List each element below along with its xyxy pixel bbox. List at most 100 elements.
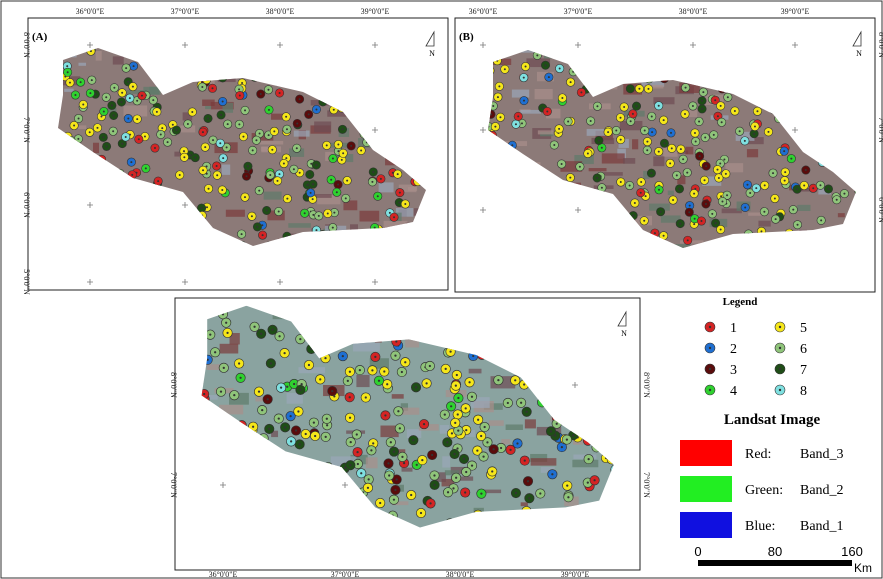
band-channel: Blue: <box>745 519 775 534</box>
image-patch <box>603 172 622 176</box>
sample-point-center <box>561 163 563 165</box>
sample-point-center <box>319 378 321 380</box>
legend-label: 7 <box>800 363 807 378</box>
sample-point-center <box>429 365 431 367</box>
sample-point-center <box>154 147 156 149</box>
sample-point-center <box>226 146 228 148</box>
sample-point-center <box>720 228 722 230</box>
sample-point-center <box>517 115 519 117</box>
legend-symbol-center <box>779 326 781 328</box>
image-patch <box>226 210 245 217</box>
image-patch <box>797 205 810 211</box>
sample-point-center <box>145 167 147 169</box>
sample-point-center <box>74 94 76 96</box>
sample-point-center <box>678 188 680 190</box>
sample-point-center <box>238 123 240 125</box>
sample-point-center <box>304 212 306 214</box>
sample-point-center <box>279 92 281 94</box>
sample-point-center <box>127 81 129 83</box>
sample-point-center <box>179 174 181 176</box>
sample-point-center <box>67 71 69 73</box>
sample-point-center <box>579 166 581 168</box>
sample-point-center <box>342 152 344 154</box>
sample-point-center <box>332 227 334 229</box>
legend-symbol-center <box>709 389 711 391</box>
sample-point-center <box>102 136 104 138</box>
sample-point-center <box>337 184 339 186</box>
sample-point-center <box>567 120 569 122</box>
band-swatch <box>680 440 732 466</box>
image-patch <box>838 213 845 217</box>
sample-point-center <box>744 206 746 208</box>
sample-point-center <box>645 195 647 197</box>
sample-point-center <box>723 158 725 160</box>
sample-point-center <box>290 440 292 442</box>
image-patch <box>96 51 102 61</box>
latitude-label: 6°0'0"N <box>22 192 31 218</box>
sample-point-center <box>636 105 638 107</box>
sample-point-center <box>601 187 603 189</box>
image-patch <box>512 90 529 98</box>
sample-point-center <box>333 212 335 214</box>
sample-point-center <box>553 144 555 146</box>
sample-point-center <box>764 184 766 186</box>
image-patch <box>653 156 664 166</box>
sample-point-center <box>446 441 448 443</box>
sample-point-center <box>183 150 185 152</box>
sample-point-center <box>632 113 634 115</box>
image-patch <box>402 468 413 472</box>
sample-point-center <box>89 131 91 133</box>
sample-point-center <box>350 441 352 443</box>
sample-point-center <box>371 369 373 371</box>
sample-point-center <box>130 161 132 163</box>
sample-point-center <box>699 155 701 157</box>
map-figure: (A)N36°0'0"E37°0'0"E38°0'0"E39°0'0"E8°0'… <box>0 0 883 579</box>
sample-point-center <box>477 419 479 421</box>
sample-point-center <box>725 173 727 175</box>
sample-point-center <box>113 87 115 89</box>
sample-point-center <box>527 480 529 482</box>
sample-point-center <box>692 105 694 107</box>
sample-point-center <box>368 478 370 480</box>
sample-point-center <box>207 117 209 119</box>
sample-point-center <box>133 65 135 67</box>
sample-point-center <box>194 157 196 159</box>
sample-point-center <box>296 147 298 149</box>
sample-point-center <box>212 139 214 141</box>
sample-point-center <box>716 169 718 171</box>
sample-point-center <box>687 239 689 241</box>
band-swatch <box>680 476 732 502</box>
sample-point-center <box>202 169 204 171</box>
sample-point-center <box>465 471 467 473</box>
sample-point-center <box>615 130 617 132</box>
image-patch <box>294 131 310 137</box>
band-channel: Green: <box>745 483 783 498</box>
sample-point-center <box>399 427 401 429</box>
sample-point-center <box>525 66 527 68</box>
legend-label: 4 <box>730 384 737 399</box>
sample-point-center <box>131 174 133 176</box>
latitude-label: 5°0'0"N <box>22 269 31 295</box>
sample-point-center <box>202 131 204 133</box>
legend-title: Legend <box>723 296 758 308</box>
image-patch <box>685 147 693 155</box>
sample-point-center <box>715 222 717 224</box>
sample-point-center <box>384 414 386 416</box>
sample-point-center <box>309 173 311 175</box>
sample-point-center <box>219 142 221 144</box>
image-patch <box>259 141 283 145</box>
sample-point-center <box>700 220 702 222</box>
sample-point-center <box>367 487 369 489</box>
sample-point-center <box>548 76 550 78</box>
sample-point-center <box>689 205 691 207</box>
sample-point-center <box>498 85 500 87</box>
image-patch <box>758 221 770 227</box>
sample-point-center <box>404 203 406 205</box>
sample-point-center <box>453 453 455 455</box>
sample-point-center <box>784 171 786 173</box>
sample-point-center <box>239 377 241 379</box>
image-patch <box>360 211 380 222</box>
longitude-label: 38°0'0"E <box>679 7 708 16</box>
sample-point-center <box>296 122 298 124</box>
sample-point-center <box>395 340 397 342</box>
